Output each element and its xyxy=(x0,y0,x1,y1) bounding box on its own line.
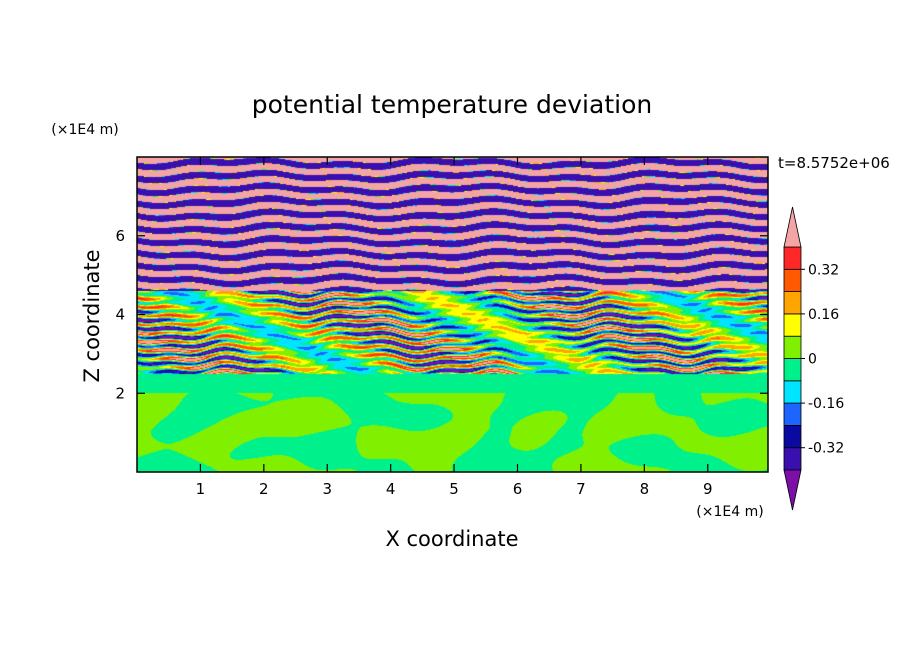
colorbar-swatch xyxy=(783,291,802,315)
x-tick-label: 6 xyxy=(513,480,523,498)
chart-title: potential temperature deviation xyxy=(252,90,652,119)
colorbar-swatch xyxy=(783,424,802,449)
plot-field xyxy=(137,157,768,472)
contour-field xyxy=(137,157,768,472)
colorbar-label: -0.32 xyxy=(808,441,844,457)
x-tick-label: 8 xyxy=(640,480,650,498)
x-tick-label: 2 xyxy=(259,480,269,498)
x-tick-label: 1 xyxy=(196,480,206,498)
y-tick-label: 4 xyxy=(115,306,125,324)
colorbar-swatch xyxy=(783,313,802,337)
x-tick-label: 3 xyxy=(322,480,332,498)
x-tick-label: 5 xyxy=(449,480,459,498)
y-tick-label: 2 xyxy=(115,384,125,402)
time-label: t=8.5752e+06 xyxy=(778,154,890,172)
colorbar-swatch xyxy=(783,246,802,270)
colorbar-upper-extension xyxy=(783,206,802,248)
y-axis: 2 4 6 xyxy=(115,227,768,402)
x-tick-label: 4 xyxy=(386,480,396,498)
x-axis: 1 2 3 4 5 6 7 8 9 xyxy=(196,157,713,498)
colorbar-swatch xyxy=(783,380,802,404)
colorbar-swatch xyxy=(783,335,802,359)
y-tick-label: 6 xyxy=(115,227,125,245)
colorbar-label: 0 xyxy=(808,352,817,368)
y-axis-unit: (×1E4 m) xyxy=(51,122,118,138)
x-tick-label: 9 xyxy=(703,480,713,498)
x-axis-label: X coordinate xyxy=(385,527,518,551)
x-axis-unit: (×1E4 m) xyxy=(696,504,763,520)
colorbar-swatch xyxy=(783,358,802,382)
colorbar-lower-extension xyxy=(783,469,802,511)
y-axis-label: Z coordinate xyxy=(80,249,104,382)
colorbar-label: 0.16 xyxy=(808,307,839,323)
colorbar-swatch xyxy=(783,402,802,426)
colorbar-swatch xyxy=(783,447,802,471)
x-tick-label: 7 xyxy=(576,480,586,498)
colorbar: 0.32 0.16 0 -0.16 -0.32 xyxy=(783,206,844,511)
colorbar-swatch xyxy=(783,268,802,292)
colorbar-label: 0.32 xyxy=(808,262,839,278)
colorbar-label: -0.16 xyxy=(808,396,844,412)
